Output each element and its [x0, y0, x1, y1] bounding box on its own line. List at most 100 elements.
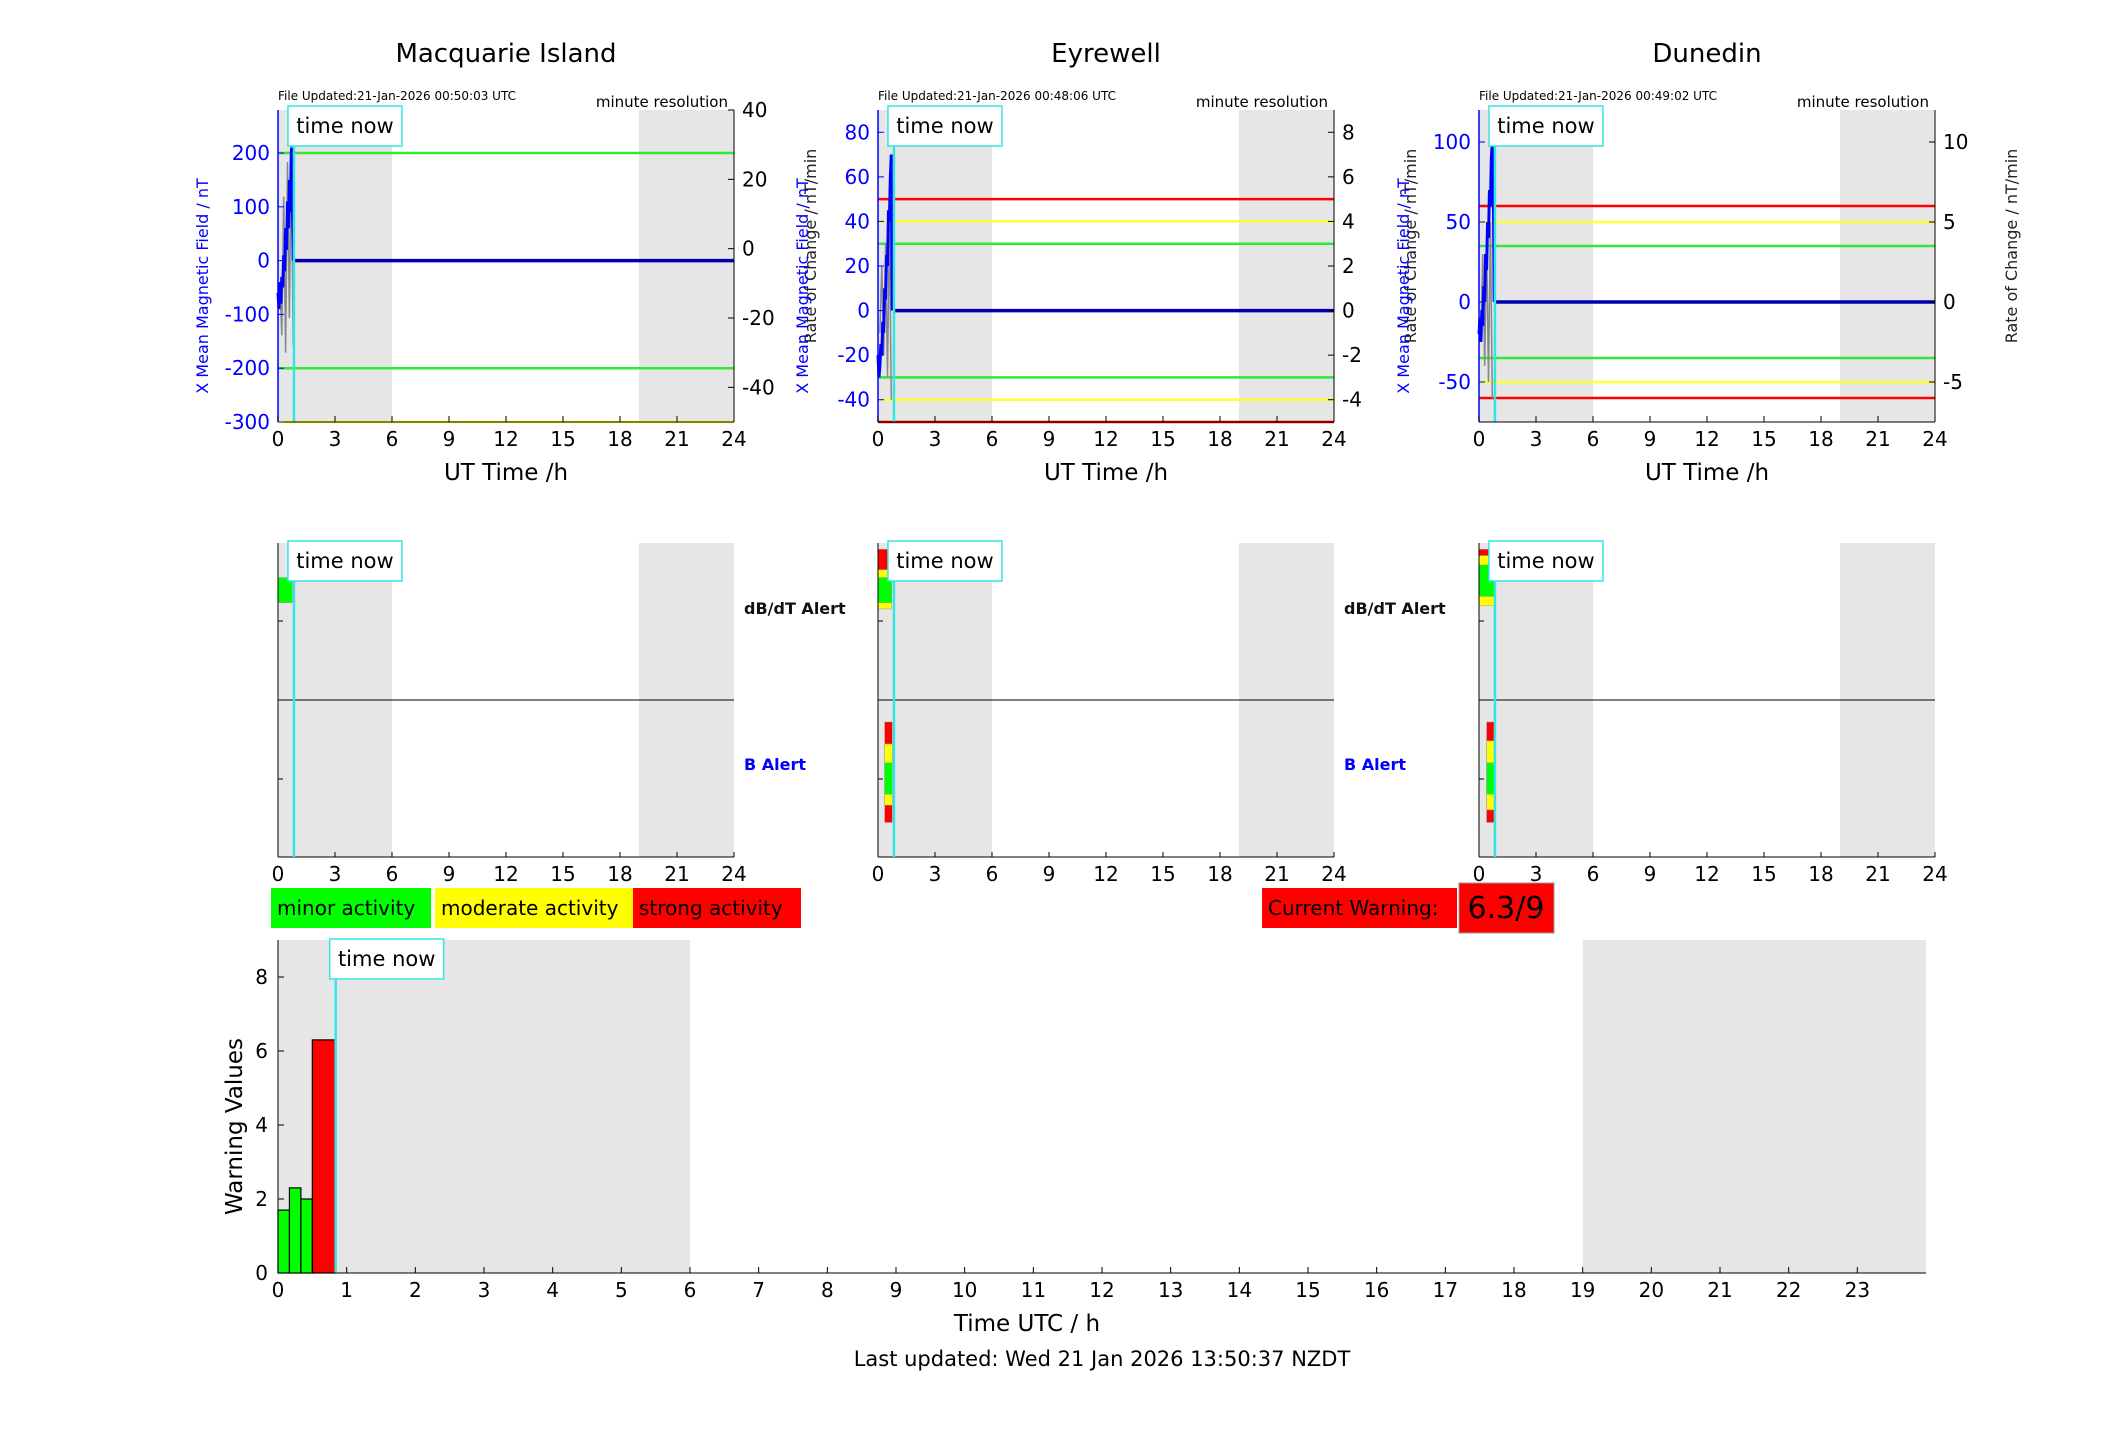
- station-title: Macquarie Island: [395, 39, 616, 69]
- bar-x-tick-label-19: 19: [1570, 1278, 1595, 1302]
- field-trace: [1477, 141, 1496, 343]
- left-tick-label-0: -40: [837, 388, 870, 412]
- right-tick-label-2: 0: [742, 237, 755, 261]
- top-x-tick-label-2: 6: [386, 427, 399, 451]
- bar-time-now-box: [328, 938, 445, 980]
- right-tick-label-1: 0: [1943, 290, 1956, 314]
- left-tick-label-4: 100: [232, 195, 270, 219]
- legend-swatch-minor: [271, 888, 431, 928]
- bar-time-now-label: time now: [338, 947, 435, 971]
- right-tick-label-2: 5: [1943, 210, 1956, 234]
- top-x-tick-label-1: 3: [329, 427, 342, 451]
- bar-x-tick-label-14: 14: [1227, 1278, 1252, 1302]
- activity-legend: minor activity moderate activity strong ac…: [271, 888, 801, 928]
- legend-label-strong: strong activity: [639, 896, 783, 920]
- right-tick-label-4: 40: [742, 98, 767, 122]
- bar-x-tick-label-12: 12: [1089, 1278, 1114, 1302]
- bar-x-tick-label-15: 15: [1295, 1278, 1320, 1302]
- left-tick-label-0: -300: [225, 410, 270, 434]
- bar-x-tick-label-8: 8: [821, 1278, 834, 1302]
- current-warning-label-bg: [1262, 888, 1457, 928]
- alert-x-tick-label-7: 21: [664, 862, 689, 886]
- time-now-label: time now: [1497, 114, 1594, 138]
- left-tick-label-1: 0: [1458, 290, 1471, 314]
- current-warning-label: Current Warning:: [1268, 896, 1438, 920]
- left-tick-label-2: -100: [225, 302, 270, 326]
- bar-x-tick-label-18: 18: [1501, 1278, 1526, 1302]
- night-shade-1: [1840, 110, 1935, 422]
- bar-x-tick-label-16: 16: [1364, 1278, 1389, 1302]
- night-shade-0: [878, 110, 992, 422]
- current-warning: Current Warning: 6.3/9: [1262, 882, 1555, 934]
- bar-y-tick-label-1: 2: [255, 1187, 268, 1211]
- bar-night-shade-1: [1582, 940, 1926, 1273]
- right-tick-label-0: -5: [1943, 370, 1963, 394]
- bar-x-tick-label-21: 21: [1707, 1278, 1732, 1302]
- left-tick-label-3: 100: [1433, 130, 1471, 154]
- bar-x-tick-label-3: 3: [478, 1278, 491, 1302]
- left-tick-label-3: 0: [257, 249, 270, 273]
- alert-x-tick-label-7: 21: [1865, 862, 1890, 886]
- bar-x-axis-label: Time UTC / h: [953, 1311, 1100, 1337]
- top-x-tick-label-2: 6: [1587, 427, 1600, 451]
- left-y-axis-label: X Mean Magnetic Field / nT: [193, 178, 212, 394]
- alert-x-tick-label-0: 0: [872, 862, 885, 886]
- top-x-tick-label-4: 12: [1093, 427, 1118, 451]
- alert-x-tick-label-6: 18: [607, 862, 632, 886]
- left-tick-label-3: 20: [845, 254, 870, 278]
- right-tick-label-6: 8: [1342, 120, 1355, 144]
- bar-x-tick-label-2: 2: [409, 1278, 422, 1302]
- b-alert-label: B Alert: [744, 755, 806, 774]
- bar-x-tick-label-4: 4: [546, 1278, 559, 1302]
- top-x-tick-label-1: 3: [929, 427, 942, 451]
- top-x-tick-label-5: 15: [1150, 427, 1175, 451]
- alert-x-tick-label-5: 15: [1150, 862, 1175, 886]
- alert-x-tick-label-8: 24: [721, 862, 746, 886]
- bar-x-tick-label-13: 13: [1158, 1278, 1183, 1302]
- left-tick-label-1: -20: [837, 343, 870, 367]
- station-title: Eyrewell: [1051, 39, 1161, 69]
- legend-label-moderate: moderate activity: [441, 896, 619, 920]
- current-warning-value: 6.3/9: [1468, 891, 1545, 926]
- bar-x-tick-label-0: 0: [272, 1278, 285, 1302]
- right-tick-label-5: 6: [1342, 165, 1355, 189]
- alert-x-tick-label-7: 21: [1264, 862, 1289, 886]
- right-tick-label-3: 20: [742, 167, 767, 191]
- right-tick-label-3: 2: [1342, 254, 1355, 278]
- time-now-box: [287, 105, 403, 147]
- warning-bar-0: [277, 1209, 291, 1274]
- alert-x-tick-label-4: 12: [1093, 862, 1118, 886]
- left-tick-label-4: 40: [845, 209, 870, 233]
- alert-x-tick-label-1: 3: [1530, 862, 1543, 886]
- bar-x-tick-label-10: 10: [952, 1278, 977, 1302]
- top-x-axis-label: UT Time /h: [444, 460, 568, 486]
- top-x-tick-label-1: 3: [1530, 427, 1543, 451]
- time-now-label: time now: [296, 114, 393, 138]
- legend-swatch-moderate: [435, 888, 633, 928]
- bar-night-shade-0: [278, 940, 690, 1273]
- station-title: Dunedin: [1652, 39, 1761, 69]
- b-alert-block-2: [1486, 762, 1495, 795]
- bar-x-tick-label-5: 5: [615, 1278, 628, 1302]
- right-tick-label-3: 10: [1943, 130, 1968, 154]
- night-shade-1: [639, 110, 734, 422]
- top-x-tick-label-4: 12: [493, 427, 518, 451]
- left-tick-label-5: 60: [845, 165, 870, 189]
- top-x-tick-label-0: 0: [872, 427, 885, 451]
- bar-x-tick-label-11: 11: [1021, 1278, 1046, 1302]
- right-tick-label-1: -2: [1342, 343, 1362, 367]
- top-x-tick-label-3: 9: [1043, 427, 1056, 451]
- alert-x-tick-label-8: 24: [1321, 862, 1346, 886]
- alert-x-tick-label-3: 9: [443, 862, 456, 886]
- alert-x-tick-label-5: 15: [1751, 862, 1776, 886]
- alert-time-now-label: time now: [896, 549, 993, 573]
- top-x-axis-label: UT Time /h: [1645, 460, 1769, 486]
- top-x-tick-label-7: 21: [1264, 427, 1289, 451]
- alert-x-tick-label-6: 18: [1207, 862, 1232, 886]
- resolution-text: minute resolution: [1797, 93, 1929, 111]
- night-shade-0: [1479, 110, 1593, 422]
- top-x-tick-label-5: 15: [550, 427, 575, 451]
